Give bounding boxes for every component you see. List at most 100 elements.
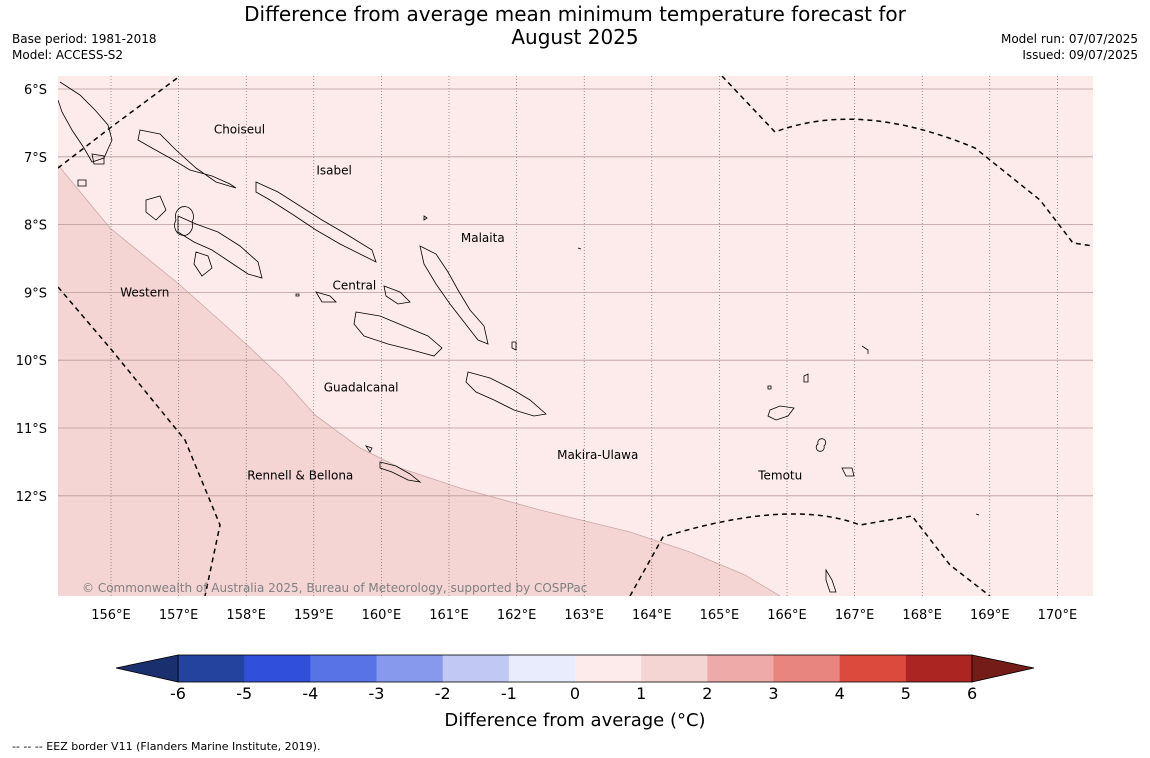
region-label: Central: [333, 279, 377, 293]
longitude-labels: 156°E 157°E 158°E 159°E 160°E 161°E 162°E 163°E…: [91, 608, 1077, 623]
colorbar-over-arrow: [971, 654, 1035, 683]
utupua-island: [841, 467, 855, 477]
region-label: Temotu: [757, 468, 802, 482]
shortland-islands: [91, 153, 105, 165]
colorbar-cell: [178, 655, 245, 682]
guadalcanal-island: [353, 311, 443, 357]
rendova-island: [193, 251, 213, 277]
new-georgia-group: [177, 215, 263, 279]
longitude-tick-label: 159°E: [294, 608, 334, 623]
colorbar-tick-label: -5: [236, 684, 252, 703]
colorbar-cell: [707, 655, 775, 682]
nendo-island: [767, 405, 795, 421]
map-title: Difference from average mean minimum tem…: [0, 3, 1150, 49]
issued-text: Issued: 09/07/2025: [1022, 48, 1138, 62]
colorbar-tick-label: 2: [702, 684, 712, 703]
colorbar-cell: [575, 655, 642, 682]
kolombangara-island: [174, 206, 194, 236]
longitude-tick-label: 169°E: [970, 608, 1010, 623]
small-islet-a: [423, 215, 428, 221]
colorbar-tick-label: 5: [901, 684, 911, 703]
colorbar-cells: [177, 654, 973, 683]
colorbar-cell: [508, 655, 576, 682]
ulawa-island: [511, 341, 517, 351]
longitude-tick-label: 166°E: [767, 608, 807, 623]
colorbar-tick-label: -1: [501, 684, 517, 703]
eez-borders: [58, 76, 1093, 596]
colorbar-under-arrow: [115, 654, 179, 683]
colorbar-cell: [773, 655, 841, 682]
forecast-map: 6°S 7°S 8°S 9°S 10°S 11°S 12°S 156°E 157°E 158°E…: [16, 76, 1093, 623]
longitude-tick-label: 163°E: [564, 608, 604, 623]
latitude-tick-label: 11°S: [16, 422, 47, 437]
treasury-islands: [77, 179, 87, 187]
eez-border-southeast: [629, 513, 991, 596]
gridlines: [58, 76, 1093, 596]
colorbar-cell: [905, 655, 973, 682]
florida-islands: [315, 291, 337, 303]
colorbar-tick-label: 6: [967, 684, 977, 703]
latitude-tick-label: 6°S: [24, 83, 47, 98]
longitude-tick-label: 156°E: [91, 608, 131, 623]
longitude-tick-label: 167°E: [835, 608, 875, 623]
colorbar-tick-label: -3: [369, 684, 385, 703]
eez-border-west: [58, 286, 221, 596]
colorbar-cell: [244, 655, 311, 682]
colorbar-cell: [641, 655, 708, 682]
longitude-tick-label: 170°E: [1038, 608, 1078, 623]
region-label: Rennell & Bellona: [247, 468, 353, 482]
anuta-island: [825, 568, 837, 593]
latitude-tick-label: 8°S: [24, 219, 47, 234]
metadata-right: Model run: 07/07/2025 Issued: 09/07/2025: [1001, 31, 1138, 63]
ontong-java-atoll: [577, 247, 582, 250]
eez-footnote: -- -- -- EEZ border V11 (Flanders Marine…: [12, 740, 321, 753]
region-labels: Choiseul Isabel Malaita Western Central Guada…: [120, 123, 802, 483]
region-label: Western: [120, 285, 169, 299]
colorbar-tick-labels: -6 -5 -4 -3 -2 -1 0 1 2 3 4 5 6: [170, 684, 977, 703]
isabel-island: [255, 181, 377, 263]
colorbar-cell: [839, 655, 907, 682]
longitude-tick-label: 164°E: [632, 608, 672, 623]
colorbar: -6 -5 -4 -3 -2 -1 0 1 2 3 4 5 6: [115, 654, 1035, 703]
eez-border-north: [58, 76, 181, 169]
zone-one-to-two: [58, 165, 780, 596]
choiseul-island: [137, 129, 237, 189]
coastlines: [58, 81, 980, 593]
longitude-tick-label: 162°E: [497, 608, 537, 623]
vella-lavella-island: [145, 195, 167, 221]
duff-islands: [861, 345, 869, 354]
title-line-1: Difference from average mean minimum tem…: [244, 2, 906, 26]
small-islet-b: [767, 385, 772, 390]
longitude-tick-label: 168°E: [902, 608, 942, 623]
tikopia-island: [975, 513, 980, 516]
colorbar-cell: [376, 655, 444, 682]
latitude-labels: 6°S 7°S 8°S 9°S 10°S 11°S 12°S: [16, 83, 47, 505]
rennell-island: [379, 461, 422, 483]
colorbar-tick-label: 0: [570, 684, 580, 703]
model-text: Model: ACCESS-S2: [12, 48, 124, 62]
colorbar-tick-label: -6: [170, 684, 186, 703]
latitude-tick-label: 9°S: [24, 286, 47, 301]
eez-border-east: [721, 76, 1093, 247]
reef-islands: [803, 373, 809, 383]
colorbar-tick-label: -4: [302, 684, 318, 703]
model-run-text: Model run: 07/07/2025: [1000, 32, 1138, 46]
region-label: Guadalcanal: [324, 380, 399, 394]
makira-island: [465, 371, 547, 417]
contour-line: [58, 164, 781, 596]
colorbar-tick-label: -2: [435, 684, 451, 703]
vanikoro-island: [815, 438, 827, 452]
colorbar-cell: [310, 655, 378, 682]
colorbar-tick-label: 4: [835, 684, 845, 703]
copyright-text: © Commonwealth of Australia 2025, Bureau…: [82, 581, 587, 595]
title-line-2: August 2025: [511, 25, 639, 49]
bellona-island: [365, 445, 373, 453]
region-label: Isabel: [316, 163, 351, 177]
russell-islands: [383, 285, 411, 305]
latitude-tick-label: 10°S: [16, 354, 47, 369]
colorbar-tick-label: 3: [768, 684, 778, 703]
longitude-tick-label: 161°E: [429, 608, 469, 623]
longitude-tick-label: 165°E: [700, 608, 740, 623]
colorbar-cell: [442, 655, 510, 682]
latitude-tick-label: 12°S: [16, 490, 47, 505]
